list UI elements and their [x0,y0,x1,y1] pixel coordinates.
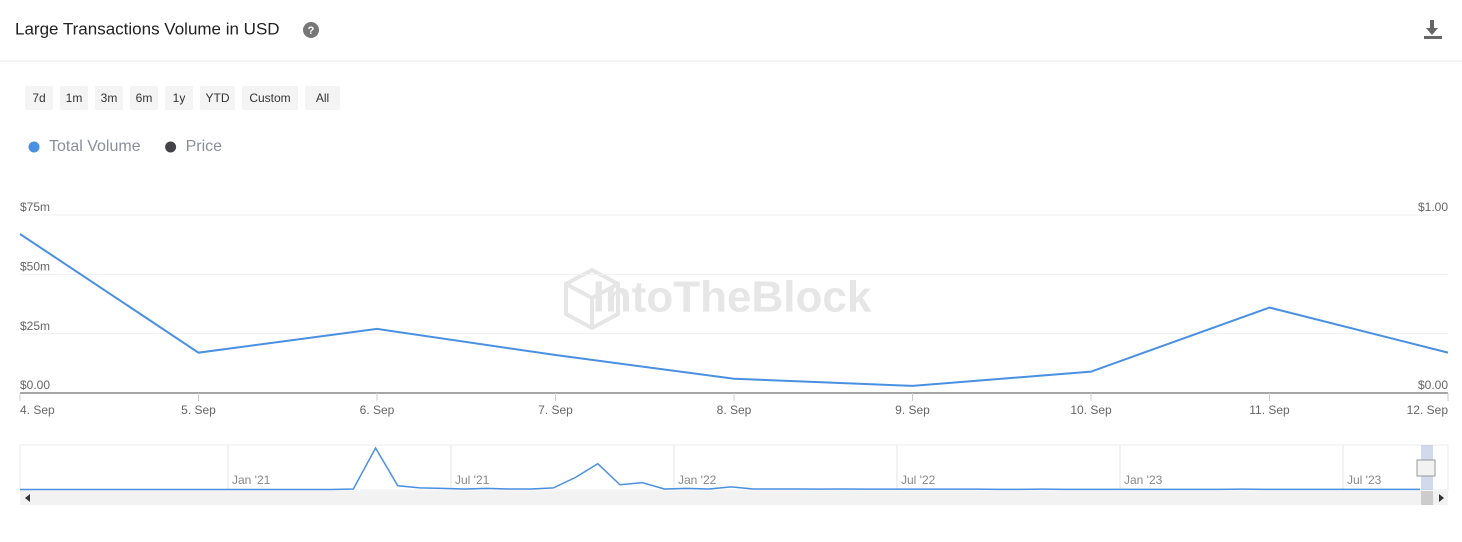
range-button[interactable]: All [305,86,340,110]
scroll-right[interactable] [1439,494,1444,502]
range-button-bg [305,86,340,110]
legend-marker [165,141,177,153]
chart-title: Large Transactions Volume in USD [15,19,280,38]
navigator-label: Jul '23 [1347,473,1382,487]
x-tick-label: 10. Sep [1070,403,1112,417]
range-button-label: 3m [101,91,118,105]
y2-tick-label: $1.00 [1418,200,1448,214]
y-tick-label: $50m [20,260,50,274]
navigator-label: Jan '22 [678,473,717,487]
watermark-logo [564,267,620,331]
help-icon[interactable]: ? [303,22,319,38]
range-button-label: YTD [206,91,230,105]
range-button[interactable]: 6m [130,86,158,110]
y-tick-label: $0.00 [20,378,50,392]
range-button[interactable]: Custom [242,86,298,110]
navigator-label: Jul '21 [455,473,490,487]
range-button-bg [242,86,298,110]
x-tick-label: 4. Sep [20,403,55,417]
range-button-bg [60,86,88,110]
x-tick-label: 6. Sep [360,403,395,417]
navigator-label: Jan '21 [232,473,271,487]
navigator-handle[interactable] [1416,459,1436,477]
x-tick-label: 5. Sep [181,403,216,417]
range-button-label: 1y [173,91,186,105]
range-button[interactable]: 7d [25,86,53,110]
range-button-bg [95,86,123,110]
range-button-bg [200,86,235,110]
scrollbar-thumb[interactable] [1421,491,1433,505]
watermark: IntoTheBlock [593,273,872,322]
y-tick-label: $25m [20,319,50,333]
scroll-left[interactable] [25,494,30,502]
range-button-label: 1m [66,91,83,105]
range-button-label: Custom [249,91,290,105]
legend-label: Price [186,138,223,155]
legend-item[interactable]: Price [165,138,222,155]
series-line [19,233,1449,387]
x-tick-label: 7. Sep [538,403,573,417]
legend-marker [28,141,40,153]
legend-item[interactable]: Total Volume [28,138,141,155]
range-button-bg [130,86,158,110]
x-tick-label: 11. Sep [1249,403,1290,417]
scrollbar-track [20,491,1448,505]
navigator-label: Jan '23 [1124,473,1163,487]
y2-tick-label: $0.00 [1418,378,1448,392]
range-button[interactable]: 1y [165,86,193,110]
range-button-label: All [316,91,329,105]
download-button[interactable] [1424,20,1442,39]
range-button-bg [165,86,193,110]
x-tick-label: 9. Sep [895,403,930,417]
legend-label: Total Volume [49,138,141,155]
range-button[interactable]: YTD [200,86,235,110]
x-tick-label: 8. Sep [717,403,752,417]
range-button-bg [25,86,53,110]
svg-text:?: ? [308,25,315,37]
navigator-frame [19,444,1449,491]
range-button[interactable]: 3m [95,86,123,110]
range-button[interactable]: 1m [60,86,88,110]
navigator-line [20,446,1420,491]
range-button-label: 6m [136,91,153,105]
x-tick-label: 12. Sep [1407,403,1449,417]
navigator-label: Jul '22 [901,473,936,487]
range-button-label: 7d [32,91,45,105]
y-tick-label: $75m [20,200,50,214]
